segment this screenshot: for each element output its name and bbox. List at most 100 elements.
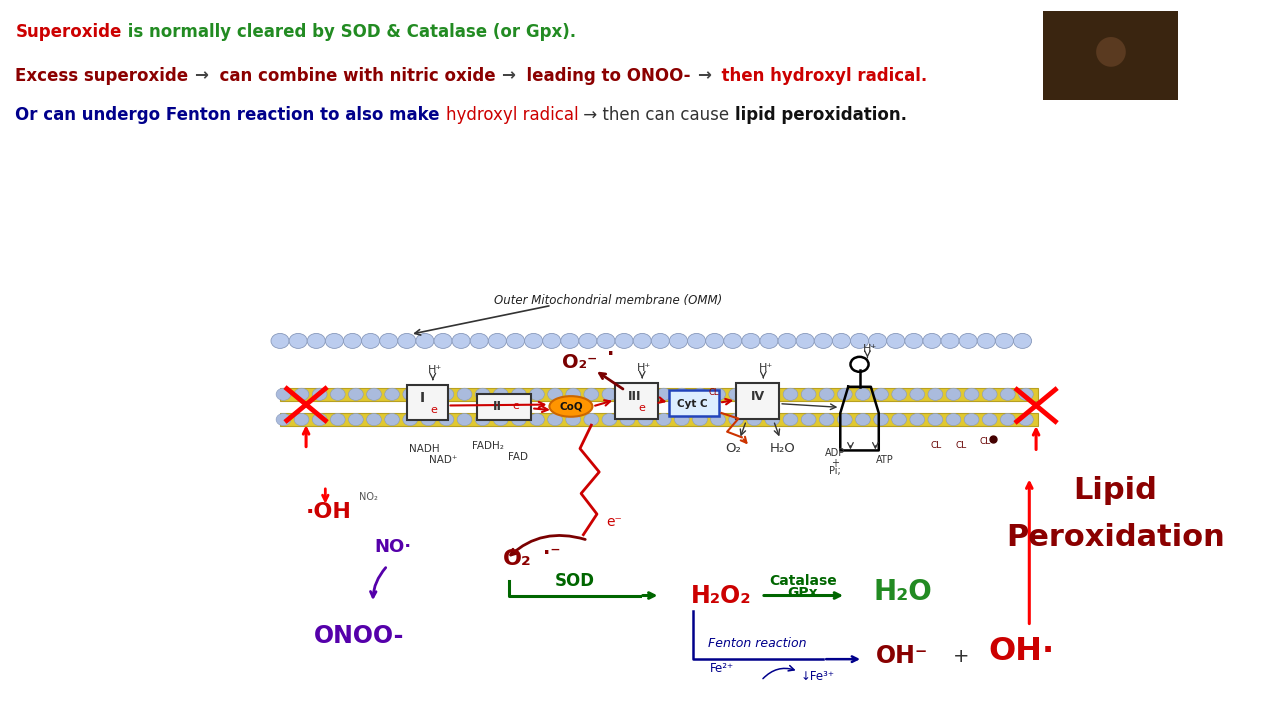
Ellipse shape [549,396,593,417]
Circle shape [276,413,291,426]
Circle shape [330,413,346,426]
Text: Fenton reaction: Fenton reaction [708,636,806,649]
Circle shape [439,413,454,426]
Circle shape [778,333,796,348]
Circle shape [1001,388,1015,400]
Circle shape [1014,333,1032,348]
Text: e: e [639,403,645,413]
Circle shape [801,388,815,400]
Circle shape [525,333,543,348]
Circle shape [742,333,760,348]
Text: II: II [493,400,502,413]
Circle shape [470,333,488,348]
Bar [616,383,658,418]
Text: CoQ: CoQ [559,402,582,411]
Text: lipid peroxidation.: lipid peroxidation. [735,107,906,124]
Circle shape [457,388,472,400]
Circle shape [488,333,507,348]
Circle shape [475,413,490,426]
Text: →: → [195,66,209,84]
Text: Outer Mitochondrial membrane (OMM): Outer Mitochondrial membrane (OMM) [494,294,722,307]
Text: hydroxyl radical: hydroxyl radical [445,107,579,124]
Circle shape [457,413,472,426]
Circle shape [493,413,508,426]
Circle shape [512,413,526,426]
Circle shape [561,333,579,348]
Text: → then can cause: → then can cause [579,107,735,124]
Circle shape [964,388,979,400]
Circle shape [801,413,815,426]
Circle shape [675,413,689,426]
Circle shape [325,333,343,348]
Circle shape [728,388,744,400]
Text: e⁻: e⁻ [605,515,622,528]
Circle shape [348,388,364,400]
Circle shape [620,388,635,400]
Circle shape [512,388,526,400]
Circle shape [584,388,599,400]
Text: SOD: SOD [554,572,594,590]
Circle shape [1019,413,1033,426]
Text: NADH: NADH [410,444,440,454]
Circle shape [475,388,490,400]
Circle shape [910,413,924,426]
Circle shape [850,333,869,348]
Circle shape [705,333,723,348]
Circle shape [312,413,326,426]
Circle shape [837,388,852,400]
Circle shape [874,413,888,426]
Circle shape [874,388,888,400]
Circle shape [892,388,906,400]
Circle shape [760,333,778,348]
Circle shape [964,413,979,426]
Text: O₂: O₂ [503,549,532,569]
Text: leading to ONOO-: leading to ONOO- [516,66,696,84]
Circle shape [380,333,398,348]
Text: ADP: ADP [824,449,845,458]
Text: Excess superoxide: Excess superoxide [15,66,195,84]
Circle shape [996,333,1014,348]
Text: H₂O: H₂O [769,442,795,455]
Bar [280,387,1038,401]
Text: H⁺: H⁺ [863,344,877,354]
Circle shape [692,388,708,400]
Circle shape [657,413,671,426]
Circle shape [687,333,705,348]
Bar [736,383,780,418]
Circle shape [366,413,381,426]
Circle shape [639,388,653,400]
Circle shape [421,388,435,400]
Circle shape [385,388,399,400]
Text: +: + [831,458,838,467]
Circle shape [602,413,617,426]
Circle shape [819,413,835,426]
Circle shape [416,333,434,348]
Text: +: + [954,647,970,666]
Circle shape [566,388,581,400]
Text: e: e [512,402,518,411]
Circle shape [765,413,780,426]
Bar [280,413,1038,426]
Text: H⁺: H⁺ [428,365,442,375]
Circle shape [923,333,941,348]
Circle shape [977,333,996,348]
Text: Lipid: Lipid [1074,476,1157,505]
Circle shape [566,413,581,426]
Text: e: e [430,405,438,415]
Circle shape [271,333,289,348]
Circle shape [946,413,961,426]
Circle shape [941,333,959,348]
Circle shape [959,333,977,348]
Circle shape [814,333,832,348]
Circle shape [366,388,381,400]
Circle shape [403,388,417,400]
Bar [477,395,531,420]
Circle shape [493,388,508,400]
Circle shape [652,333,669,348]
Circle shape [507,333,525,348]
Text: then hydroxyl radical.: then hydroxyl radical. [710,66,928,84]
Text: III: III [627,390,641,402]
Circle shape [910,388,924,400]
Circle shape [855,413,870,426]
Circle shape [982,388,997,400]
